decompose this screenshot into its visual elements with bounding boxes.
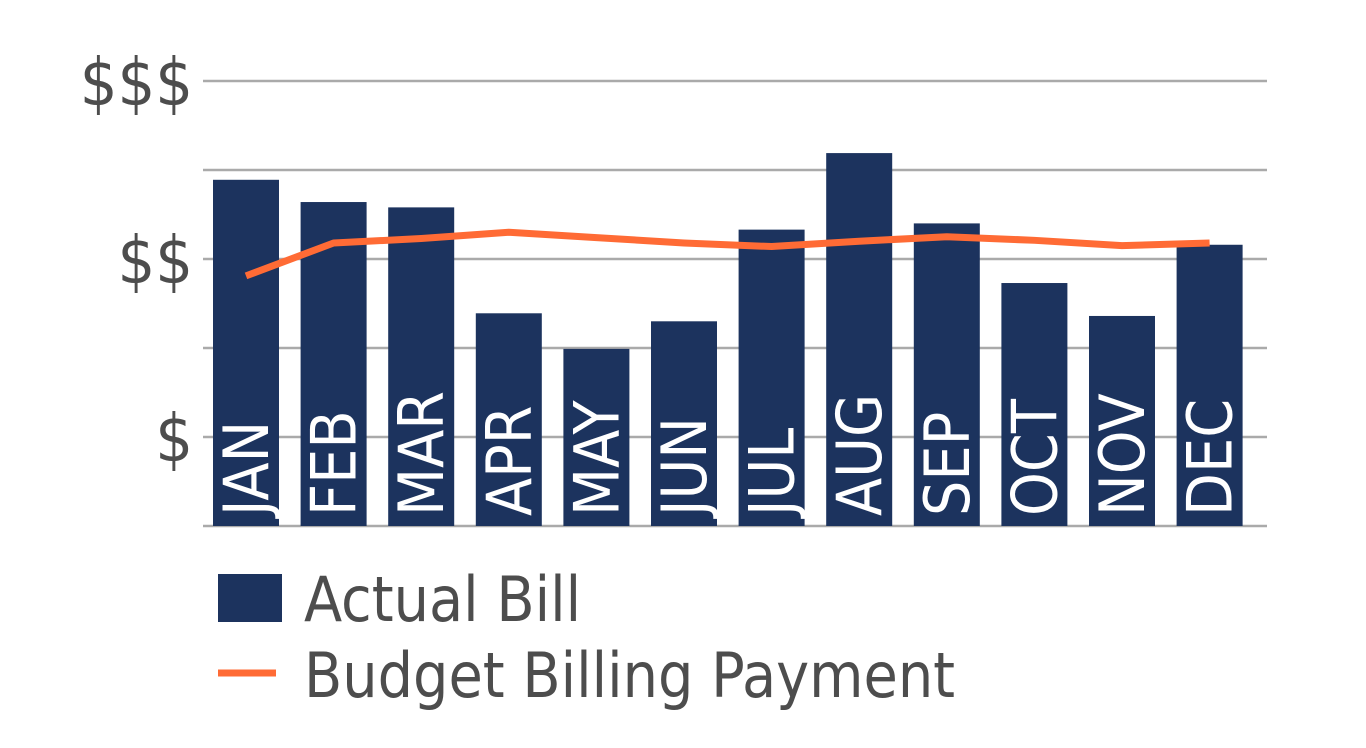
month-label: MAR	[385, 391, 458, 516]
bar-dec	[1176, 244, 1243, 526]
month-label: NOV	[1086, 393, 1159, 516]
month-label: AUG	[823, 394, 896, 516]
bar-may	[563, 348, 630, 526]
y-tick-label: $$$	[80, 44, 193, 121]
month-label: OCT	[998, 398, 1071, 516]
month-label: MAY	[560, 400, 633, 516]
month-label: APR	[473, 405, 546, 516]
legend-budget-billing-label: Budget Billing Payment	[304, 639, 955, 712]
month-labels: JAN FEB MAR APR MAY JUN JUL AUG SEP OCT NOV DEC	[210, 391, 1247, 519]
month-label: DEC	[1174, 399, 1247, 516]
bar-feb	[300, 202, 367, 527]
bar-jul	[738, 229, 805, 526]
bar-jan	[213, 179, 279, 527]
bar-oct	[1001, 283, 1068, 526]
bar-sep	[913, 223, 980, 526]
bar-apr	[475, 313, 542, 526]
bar-nov	[1089, 315, 1155, 526]
budget-billing-series-line	[244, 228, 1210, 280]
budget-billing-line	[244, 228, 1210, 280]
legend-actual-bill-swatch	[218, 574, 282, 622]
legend: Actual Bill Budget Billing Payment	[218, 563, 955, 712]
actual-bill-bars	[213, 153, 1243, 527]
month-label: JUL	[736, 428, 809, 519]
month-label: JAN	[210, 421, 283, 519]
month-label: SEP	[911, 412, 984, 516]
bar-mar	[388, 207, 455, 526]
y-tick-label: $	[155, 400, 193, 477]
bar-aug	[826, 153, 893, 526]
y-tick-label: $$	[117, 222, 193, 299]
y-axis-tick-labels: $$$$$$	[80, 44, 193, 477]
month-label: FEB	[298, 410, 371, 516]
month-label: JUN	[648, 417, 721, 519]
bar-jun	[651, 321, 717, 526]
legend-actual-bill-label: Actual Bill	[304, 563, 581, 636]
